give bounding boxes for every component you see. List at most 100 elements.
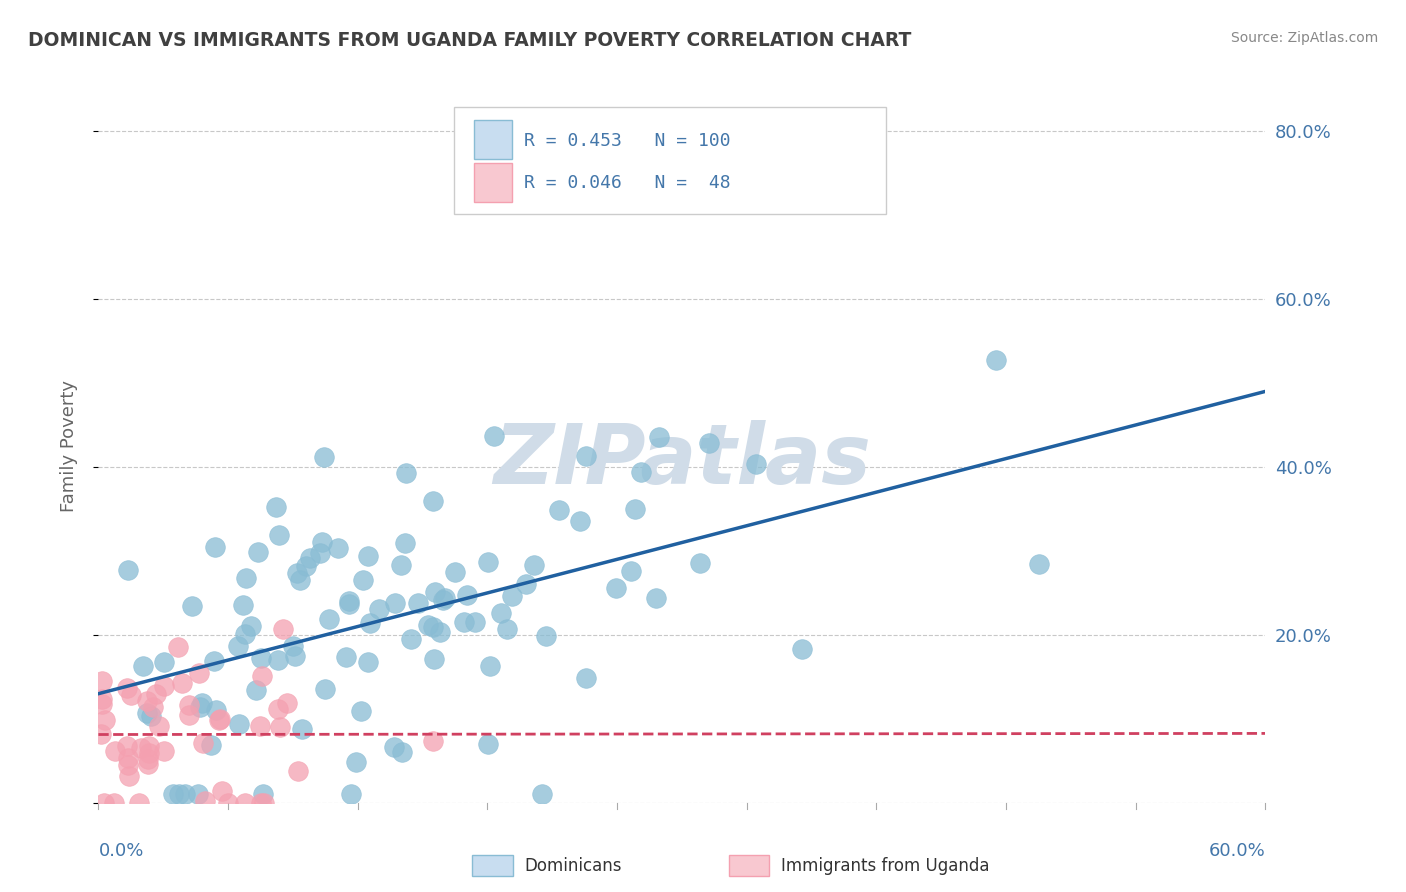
Point xyxy=(90,726,112,740)
Point xyxy=(217,796,239,810)
Bar xyxy=(474,162,512,202)
Point xyxy=(129,741,152,756)
Point xyxy=(285,566,308,580)
Point xyxy=(162,788,184,802)
Point xyxy=(425,584,447,599)
Bar xyxy=(728,855,769,876)
Point xyxy=(745,458,768,472)
Y-axis label: Family Poverty: Family Poverty xyxy=(59,380,77,512)
Point xyxy=(523,558,546,572)
Point xyxy=(191,696,214,710)
Point xyxy=(204,703,226,717)
Point xyxy=(697,435,720,450)
Point xyxy=(314,681,336,696)
Point xyxy=(264,500,287,515)
Point xyxy=(382,739,405,754)
Point xyxy=(645,591,668,606)
Point xyxy=(233,796,256,810)
Point xyxy=(136,756,159,771)
Point xyxy=(1028,558,1050,572)
Point xyxy=(391,745,413,759)
Point xyxy=(548,503,571,517)
Text: Dominicans: Dominicans xyxy=(524,856,621,874)
Point xyxy=(491,606,513,620)
Point xyxy=(337,597,360,611)
Point xyxy=(211,784,233,798)
Point xyxy=(136,694,159,708)
Point xyxy=(228,717,250,731)
Point xyxy=(170,676,193,690)
Point xyxy=(453,615,475,630)
Point xyxy=(194,794,217,808)
Point xyxy=(104,743,127,757)
Point xyxy=(495,622,517,636)
Point xyxy=(118,769,141,783)
Point xyxy=(281,640,304,654)
Point xyxy=(359,616,381,631)
Text: Source: ZipAtlas.com: Source: ZipAtlas.com xyxy=(1230,31,1378,45)
Point xyxy=(93,796,115,810)
Point xyxy=(568,514,591,528)
Point xyxy=(136,706,159,720)
Point xyxy=(246,545,269,559)
Point xyxy=(209,712,232,726)
Point xyxy=(276,697,298,711)
Point xyxy=(136,752,159,766)
Point xyxy=(208,714,231,728)
Point xyxy=(181,599,204,613)
Point xyxy=(187,665,209,680)
Point xyxy=(145,687,167,701)
Point xyxy=(434,591,457,605)
Point xyxy=(309,545,332,559)
Text: ZIPatlas: ZIPatlas xyxy=(494,420,870,500)
Point xyxy=(395,466,418,480)
Point xyxy=(326,541,349,556)
Point xyxy=(117,681,139,695)
Point xyxy=(117,563,139,577)
Point xyxy=(128,796,150,810)
Point xyxy=(477,555,499,569)
Point xyxy=(357,549,380,563)
Point xyxy=(432,592,454,607)
Point xyxy=(267,528,290,542)
Point xyxy=(90,674,112,689)
Point xyxy=(117,758,139,772)
Point xyxy=(620,564,643,578)
Point xyxy=(188,699,211,714)
Point xyxy=(422,494,444,508)
Point xyxy=(139,709,162,723)
Point xyxy=(575,449,598,463)
Point xyxy=(340,787,363,801)
Point xyxy=(245,683,267,698)
Point xyxy=(299,550,322,565)
Point xyxy=(394,536,416,550)
Point xyxy=(418,618,440,632)
Point xyxy=(177,698,200,712)
Point xyxy=(288,573,311,587)
Point xyxy=(167,640,190,654)
Point xyxy=(444,566,467,580)
Text: 0.0%: 0.0% xyxy=(98,842,143,860)
Point xyxy=(131,659,153,673)
Point xyxy=(167,788,190,802)
Bar xyxy=(472,855,513,876)
Point xyxy=(287,764,309,778)
Point xyxy=(335,649,357,664)
Point xyxy=(250,669,273,683)
Point xyxy=(484,429,506,443)
Point xyxy=(117,750,139,764)
Point xyxy=(91,697,114,711)
Point xyxy=(152,655,174,669)
Point xyxy=(344,756,367,770)
Point xyxy=(605,582,627,596)
Point xyxy=(479,659,502,673)
Point xyxy=(204,540,226,554)
Text: R = 0.046   N =  48: R = 0.046 N = 48 xyxy=(524,175,731,193)
Point xyxy=(984,352,1007,367)
Point xyxy=(269,720,291,734)
FancyBboxPatch shape xyxy=(454,107,886,214)
Point xyxy=(477,737,499,751)
Point xyxy=(464,615,486,629)
Point xyxy=(202,654,225,668)
Point xyxy=(200,738,222,752)
